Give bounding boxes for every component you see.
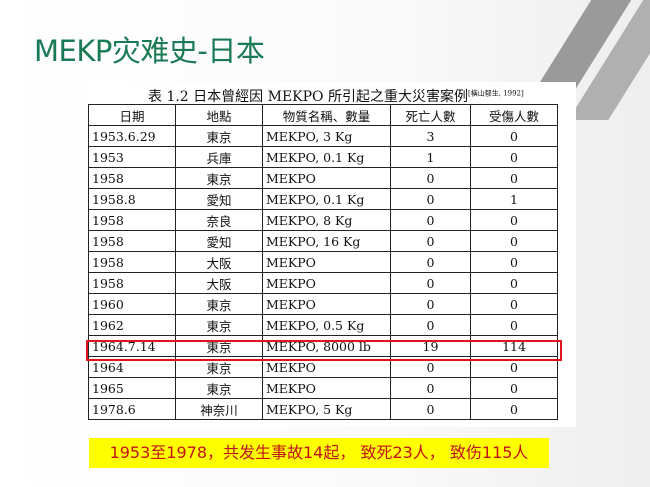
table-cell: 1958 xyxy=(88,209,176,231)
table-cell: MEKPO xyxy=(262,272,391,294)
caption-text: 表 1.2 日本曾經因 MEKPO 所引起之重大災害案例 xyxy=(148,89,468,105)
table-cell: 0 xyxy=(470,293,558,315)
table-cell: 0 xyxy=(390,314,471,336)
table-cell: 1962 xyxy=(88,314,176,336)
table-cell: 1 xyxy=(470,188,558,210)
table-row: 1960 東京 MEKPO 0 0 xyxy=(88,293,558,315)
table-cell: MEKPO, 16 Kg xyxy=(262,230,391,252)
table-row: 1958 大阪 MEKPO 0 0 xyxy=(88,272,558,294)
table-cell: 0 xyxy=(470,125,558,147)
table-cell: MEKPO xyxy=(262,377,391,399)
table-cell: 1960 xyxy=(88,293,176,315)
table-cell: 東京 xyxy=(175,377,263,399)
table-cell: 1953 xyxy=(88,146,176,168)
table-cell: 0 xyxy=(390,251,471,273)
column-header: 地點 xyxy=(175,104,263,126)
table-cell: MEKPO, 0.5 Kg xyxy=(262,314,391,336)
table-cell: 1958.8 xyxy=(88,188,176,210)
column-header: 物質名稱、數量 xyxy=(262,104,391,126)
summary-banner: 1953至1978，共发生事故14起， 致死23人， 致伤115人 xyxy=(89,438,549,468)
table-row: 1953.6.29 東京 MEKPO, 3 Kg 3 0 xyxy=(88,125,558,147)
table-row: 1958 東京 MEKPO 0 0 xyxy=(88,167,558,189)
table-row: 1958 愛知 MEKPO, 16 Kg 0 0 xyxy=(88,230,558,252)
table-cell: MEKPO, 5 Kg xyxy=(262,398,391,420)
table-cell: 0 xyxy=(390,209,471,231)
table-cell: MEKPO xyxy=(262,167,391,189)
table-cell: MEKPO, 3 Kg xyxy=(262,125,391,147)
table-cell: 1965 xyxy=(88,377,176,399)
table-cell: 1958 xyxy=(88,230,176,252)
table-cell: 0 xyxy=(470,209,558,231)
table-cell: 東京 xyxy=(175,167,263,189)
table-row: 1958 大阪 MEKPO 0 0 xyxy=(88,251,558,273)
table-cell: MEKPO, 0.1 Kg xyxy=(262,188,391,210)
table-cell: 0 xyxy=(390,167,471,189)
table-cell: 0 xyxy=(470,167,558,189)
table-cell: 東京 xyxy=(175,125,263,147)
table-caption: 表 1.2 日本曾經因 MEKPO 所引起之重大災害案例[橫山郁生, 1992] xyxy=(148,86,524,106)
table-cell: 1953.6.29 xyxy=(88,125,176,147)
table-header-row: 日期 地點 物質名稱、數量 死亡人數 受傷人數 xyxy=(88,104,558,126)
table-cell: 1 xyxy=(390,146,471,168)
table-cell: 0 xyxy=(470,251,558,273)
table-cell: 大阪 xyxy=(175,251,263,273)
disaster-table: 日期 地點 物質名稱、數量 死亡人數 受傷人數 1953.6.29 東京 MEKPO, 3 K… xyxy=(88,104,558,420)
table-cell: 東京 xyxy=(175,314,263,336)
table-row: 1958.8 愛知 MEKPO, 0.1 Kg 0 1 xyxy=(88,188,558,210)
table-cell: 神奈川 xyxy=(175,398,263,420)
table-cell: MEKPO, 0.1 Kg xyxy=(262,146,391,168)
table-row: 1965 東京 MEKPO 0 0 xyxy=(88,377,558,399)
table-cell: 愛知 xyxy=(175,230,263,252)
table-cell: 0 xyxy=(470,398,558,420)
page-title: MEKP灾难史-日本 xyxy=(34,34,265,68)
table-cell: 0 xyxy=(470,314,558,336)
table-cell: 0 xyxy=(470,377,558,399)
table-row: 1953 兵庫 MEKPO, 0.1 Kg 1 0 xyxy=(88,146,558,168)
table-cell: 兵庫 xyxy=(175,146,263,168)
table-cell: 3 xyxy=(390,125,471,147)
table-cell: MEKPO, 8 Kg xyxy=(262,209,391,231)
table-cell: 東京 xyxy=(175,293,263,315)
table-cell: 0 xyxy=(390,272,471,294)
table-cell: 0 xyxy=(470,230,558,252)
table-cell: 0 xyxy=(390,188,471,210)
column-header: 死亡人數 xyxy=(390,104,471,126)
table-row: 1964 東京 MEKPO 0 0 xyxy=(88,356,558,378)
table-cell: 0 xyxy=(390,377,471,399)
table-row: 1962 東京 MEKPO, 0.5 Kg 0 0 xyxy=(88,314,558,336)
highlight-box xyxy=(86,340,562,361)
table-cell: 0 xyxy=(390,230,471,252)
table-cell: 1958 xyxy=(88,251,176,273)
table-cell: 0 xyxy=(390,398,471,420)
table-cell: 0 xyxy=(470,272,558,294)
table-cell: 大阪 xyxy=(175,272,263,294)
table-cell: 1958 xyxy=(88,167,176,189)
table-cell: 1958 xyxy=(88,272,176,294)
table-row: 1978.6 神奈川 MEKPO, 5 Kg 0 0 xyxy=(88,398,558,420)
table-cell: 0 xyxy=(470,146,558,168)
table-cell: 1978.6 xyxy=(88,398,176,420)
table-cell: MEKPO xyxy=(262,251,391,273)
column-header: 日期 xyxy=(88,104,176,126)
table-cell: MEKPO xyxy=(262,293,391,315)
table-row: 1958 奈良 MEKPO, 8 Kg 0 0 xyxy=(88,209,558,231)
table-cell: 0 xyxy=(390,293,471,315)
citation: [橫山郁生, 1992] xyxy=(467,89,524,98)
table-cell: 愛知 xyxy=(175,188,263,210)
column-header: 受傷人數 xyxy=(470,104,558,126)
table-cell: 奈良 xyxy=(175,209,263,231)
